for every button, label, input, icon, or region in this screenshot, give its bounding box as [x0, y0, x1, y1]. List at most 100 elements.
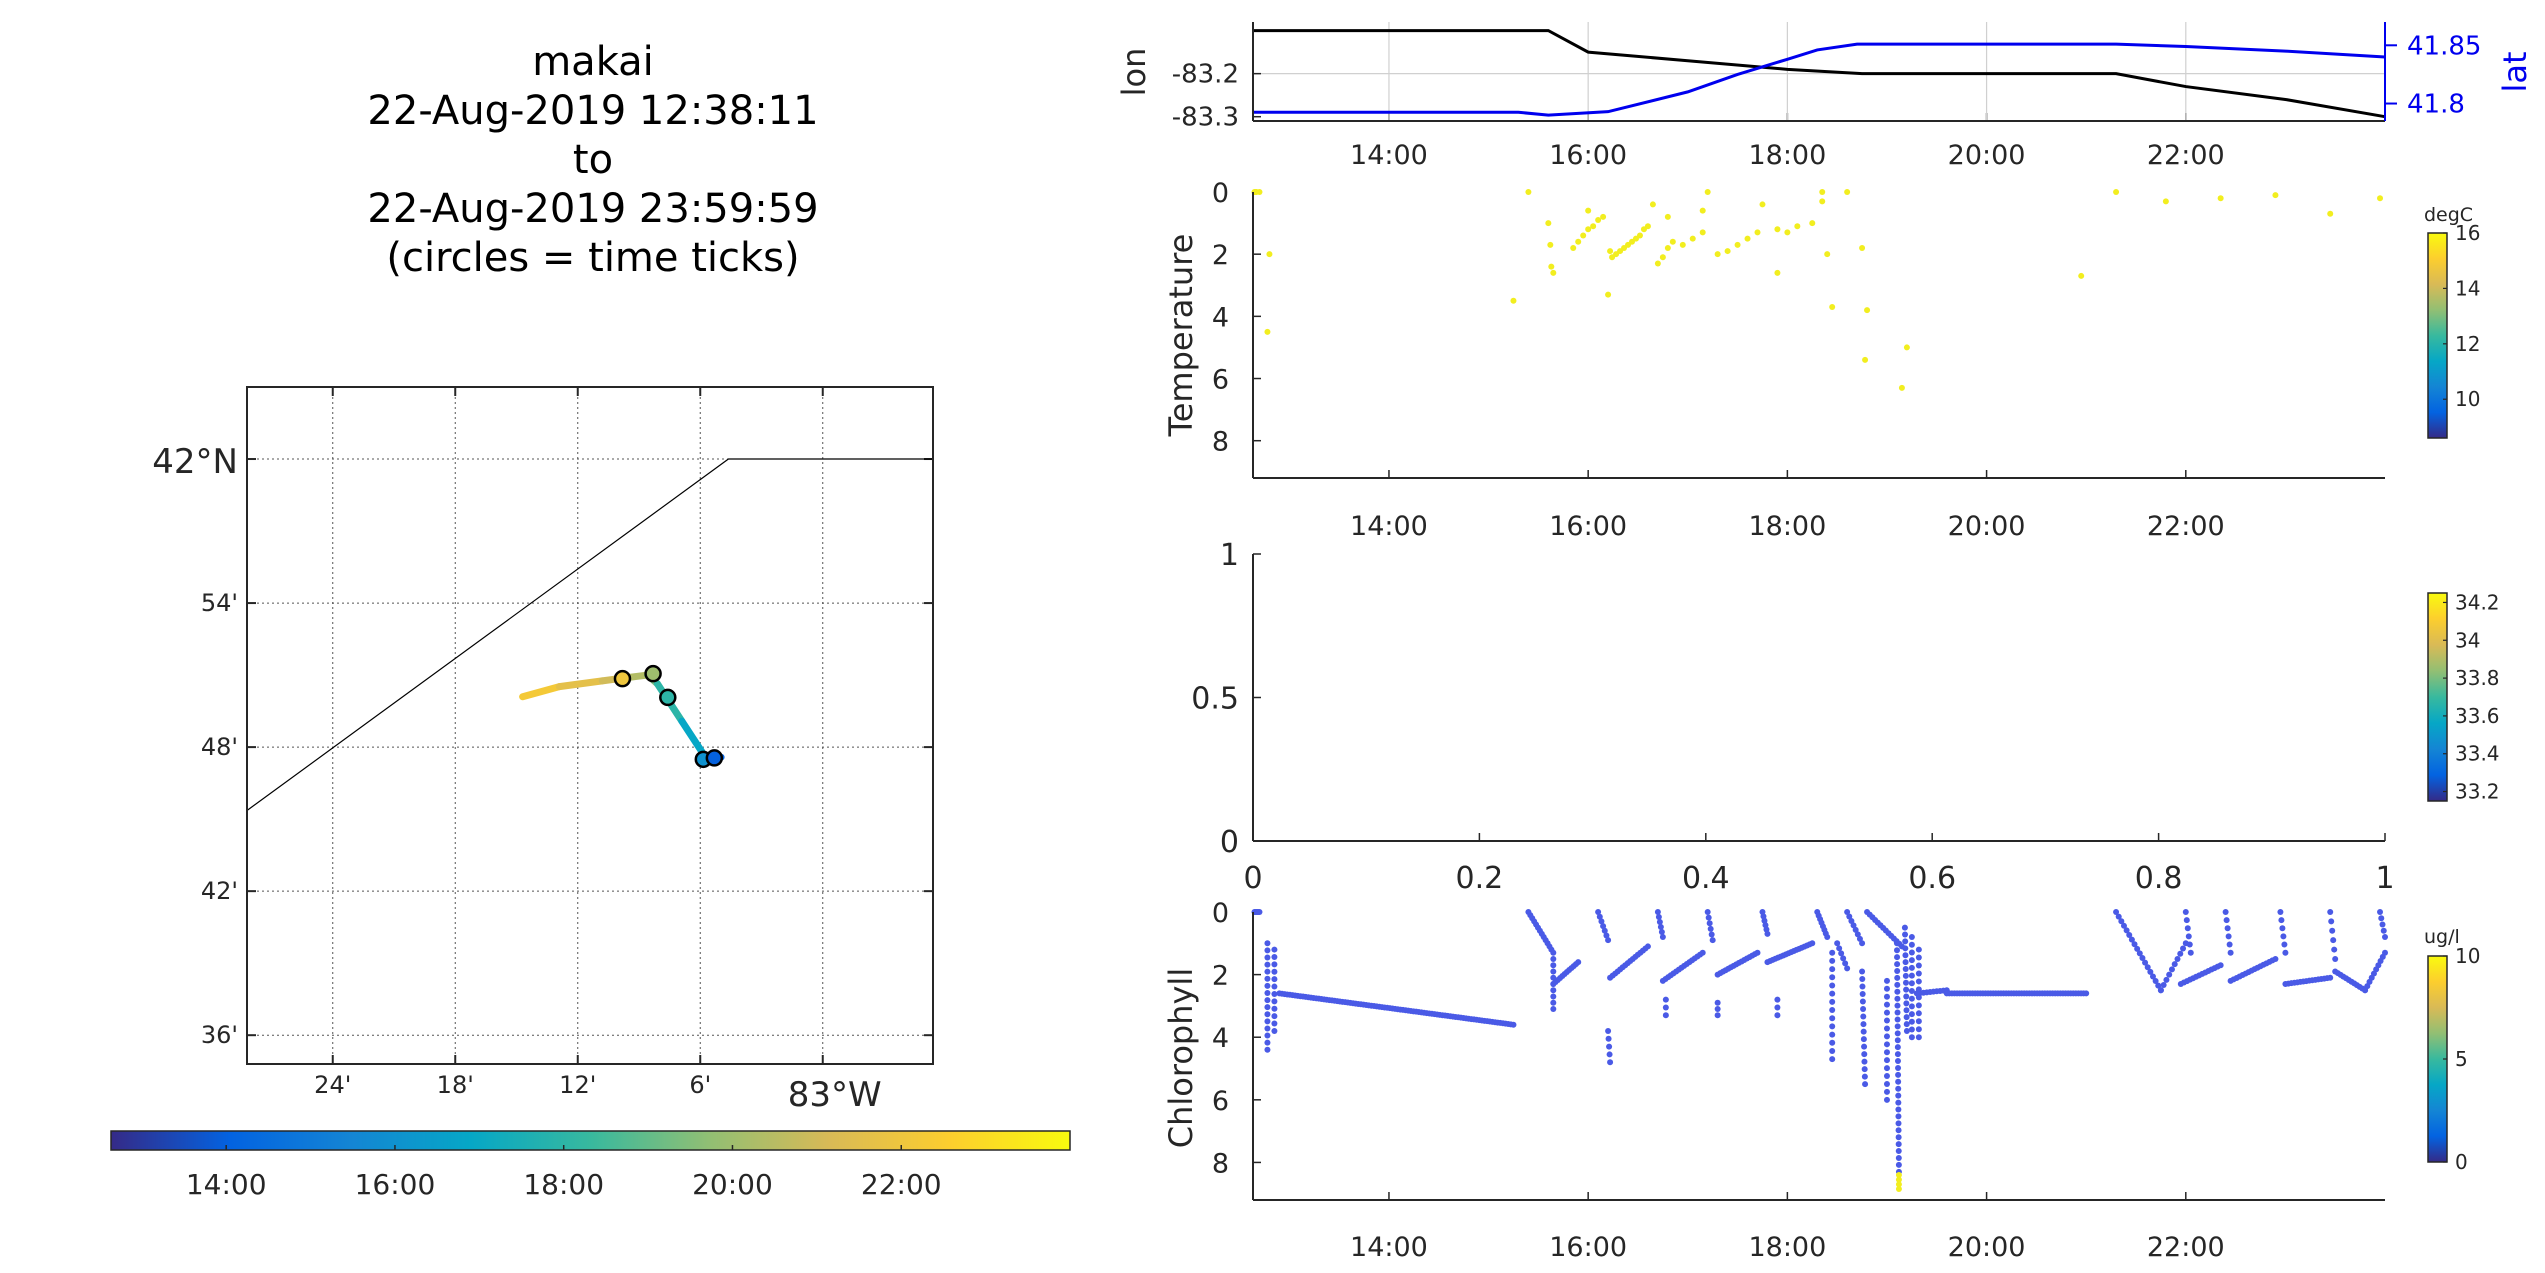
chlorophyll-point: [2183, 917, 2190, 924]
chlorophyll-point: [1915, 1002, 1922, 1009]
chlorophyll-point-high: [1895, 1171, 1902, 1178]
temperature-point: [1744, 235, 1751, 242]
chlorophyll-point: [1908, 972, 1915, 979]
temperature-point: [2272, 192, 2279, 199]
chlorophyll-point: [1894, 1016, 1901, 1023]
chlorophyll-point: [2272, 955, 2279, 962]
x-tick-label: 20:00: [1948, 511, 2026, 542]
chlorophyll-point: [2222, 909, 2229, 915]
chlorophyll-point: [1550, 962, 1557, 969]
lon-tick-label: -83.3: [1172, 103, 1239, 133]
chlorophyll-point: [2142, 959, 2149, 966]
chlorophyll-point: [1714, 999, 1721, 1006]
chlorophyll-point: [1644, 943, 1651, 950]
chlorophyll-point: [1862, 1081, 1869, 1088]
chlorophyll-point: [1908, 1011, 1915, 1018]
map-frame: [246, 386, 934, 1065]
temperature-point: [2113, 189, 2120, 195]
chlorophyll-point: [1264, 947, 1271, 954]
chlorophyll-point: [1894, 1002, 1901, 1009]
temperature-point: [1547, 241, 1554, 248]
chlorophyll-point: [2166, 971, 2173, 978]
chlorophyll-point: [1894, 1009, 1901, 1016]
chlorophyll-point: [1883, 1057, 1890, 1064]
chlorophyll-point: [2330, 937, 2337, 944]
x-tick-label: 22:00: [2147, 511, 2225, 542]
chlorophyll-point: [2331, 946, 2338, 953]
chlorophyll-point: [2377, 909, 2384, 915]
chlorophyll-point-high: [1895, 1176, 1902, 1183]
chlorophyll-point: [2328, 918, 2335, 925]
chlorophyll-point: [2139, 955, 2146, 962]
chlorophyll-point: [1915, 1018, 1922, 1025]
chlorophyll-point: [1883, 1017, 1890, 1024]
x-tick-label: 20:00: [1948, 1232, 2026, 1263]
map-title: makai 22-Aug-2019 12:38:11 to 22-Aug-201…: [367, 39, 818, 281]
colorbar-tick-label: 10: [2455, 944, 2480, 968]
lon-series-line: [1253, 29, 2386, 119]
chlorophyll-point: [2187, 949, 2194, 956]
chlorophyll-point: [1510, 1021, 1517, 1028]
chlorophyll-panel: 14:00 16:00 18:00 20:00 22:00 0 2 4 6 8 Chlorophyl…: [1162, 898, 2480, 1263]
chlorophyll-point: [1654, 909, 1661, 915]
x-tick-label: 14:00: [1350, 1232, 1428, 1263]
chlorophyll-point: [1836, 945, 1843, 952]
y-tick-label: 0: [1212, 898, 1229, 929]
chlorophyll-point: [1894, 995, 1901, 1002]
chlorophyll-point: [1908, 980, 1915, 987]
chlorophyll-point: [2278, 917, 2285, 924]
chlorophyll-point: [1861, 1043, 1868, 1050]
chlorophyll-point: [2131, 941, 2138, 948]
chlorophyll-point: [1895, 1134, 1902, 1141]
chlorophyll-point: [1550, 993, 1557, 1000]
chlorophyll-point: [2123, 927, 2130, 934]
chlorophyll-point: [1264, 1039, 1271, 1046]
title-line-3: to: [573, 137, 613, 183]
chlorophyll-point: [2225, 933, 2232, 940]
chlorophyll-point: [1264, 1011, 1271, 1018]
chlorophyll-point: [2168, 966, 2175, 973]
temperature-point: [1525, 189, 1532, 195]
chlorophyll-point: [1854, 931, 1861, 938]
chlorophyll-point: [1842, 960, 1849, 967]
chlorophyll-point: [1271, 990, 1278, 997]
chlorophyll-point: [1861, 1058, 1868, 1065]
chlorophyll-point: [1894, 974, 1901, 981]
chlorophyll-point: [2160, 982, 2167, 989]
chlorophyll-point: [1264, 989, 1271, 996]
chlorophyll-point: [1895, 1064, 1902, 1071]
temperature-point: [1724, 248, 1731, 255]
chlorophyll-point: [1550, 949, 1557, 956]
chlorophyll-point: [1883, 1080, 1890, 1087]
chlorophyll-point: [1708, 931, 1715, 938]
temperature-point: [1809, 220, 1816, 227]
chlorophyll-point: [1895, 1148, 1902, 1155]
chlorophyll-point: [1915, 1026, 1922, 1033]
colorbar-tick-label: 14: [2455, 276, 2480, 300]
x-tick-label: 16:00: [1549, 1232, 1627, 1263]
temperature-point: [2162, 198, 2169, 205]
y-tick-label: 4: [1212, 302, 1229, 333]
temperature-point: [1903, 344, 1910, 351]
temperature-point: [1654, 260, 1661, 267]
chlorophyll-point: [1903, 1000, 1910, 1007]
colorbar-tick-label: 5: [2455, 1047, 2468, 1071]
x-tick-label: 14:00: [1350, 511, 1428, 542]
chlorophyll-point: [1829, 974, 1836, 981]
title-line-4: 22-Aug-2019 23:59:59: [367, 186, 818, 232]
colorbar-tick-label: 33.8: [2455, 666, 2500, 690]
salinity-panel: 0 0.2 0.4 0.6 0.8 1 1 0.5 0 34.2 34 33.8 33.6 33.4 33.…: [1191, 538, 2499, 896]
chlorophyll-point: [1271, 998, 1278, 1005]
x-tick-label: 20:00: [1948, 140, 2026, 171]
chlorophyll-point: [2147, 968, 2154, 975]
chlorophyll-point: [1859, 968, 1866, 975]
chlorophyll-point: [1903, 1021, 1910, 1028]
chlorophyll-point: [1844, 909, 1851, 915]
title-line-5: (circles = time ticks): [386, 235, 799, 281]
chlorophyll-point: [1550, 987, 1557, 994]
y-tick-label: 6: [1212, 1086, 1229, 1117]
chlorophyll-point: [1895, 1071, 1902, 1078]
track-segment: [555, 677, 606, 691]
chlorophyll-point: [1714, 1012, 1721, 1019]
